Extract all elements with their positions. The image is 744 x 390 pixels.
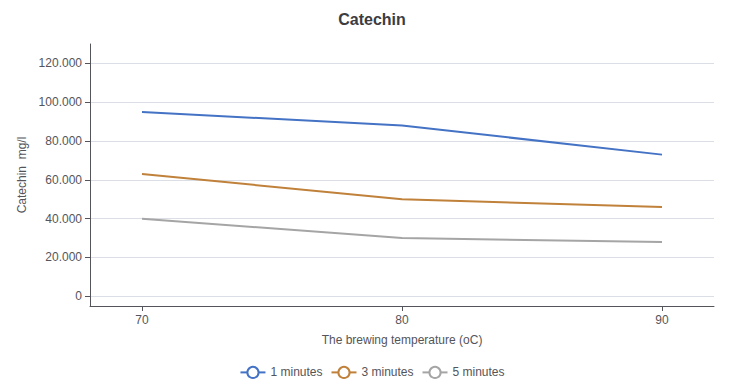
svg-text:120.000: 120.000 bbox=[39, 56, 83, 70]
svg-text:80: 80 bbox=[395, 313, 409, 327]
svg-text:60.000: 60.000 bbox=[45, 173, 82, 187]
svg-text:0: 0 bbox=[75, 289, 82, 303]
svg-text:80.000: 80.000 bbox=[45, 134, 82, 148]
svg-text:40.000: 40.000 bbox=[45, 212, 82, 226]
svg-text:Catechin: Catechin bbox=[338, 11, 406, 28]
svg-text:3 minutes: 3 minutes bbox=[361, 365, 413, 379]
svg-text:70: 70 bbox=[135, 313, 149, 327]
svg-text:1 minutes: 1 minutes bbox=[270, 365, 322, 379]
svg-text:90: 90 bbox=[655, 313, 669, 327]
svg-text:The brewing temperature (oC): The brewing temperature (oC) bbox=[322, 333, 483, 347]
svg-text:Catechin mg/l: Catechin mg/l bbox=[15, 137, 29, 214]
svg-text:100.000: 100.000 bbox=[39, 95, 83, 109]
svg-text:5 minutes: 5 minutes bbox=[453, 365, 505, 379]
svg-text:20.000: 20.000 bbox=[45, 250, 82, 264]
